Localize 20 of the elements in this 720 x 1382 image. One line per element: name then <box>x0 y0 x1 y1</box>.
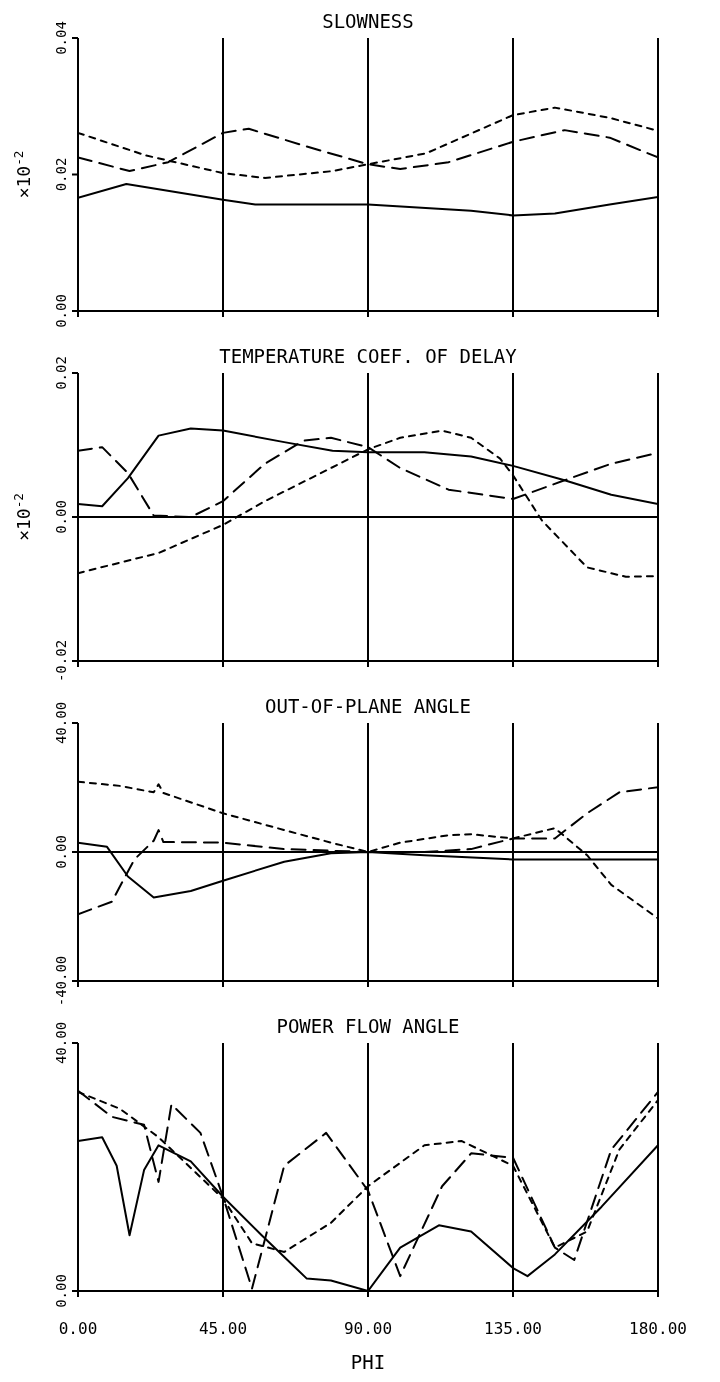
chart-title: OUT-OF-PLANE ANGLE <box>264 695 472 717</box>
y-tick-label: 40.00 <box>53 1021 69 1065</box>
y-tick-label: 0.00 <box>53 500 69 534</box>
y-tick-label: 0.00 <box>53 294 69 328</box>
y-tick-label: -0.02 <box>53 639 69 683</box>
x-tick-label: 45.00 <box>198 1319 248 1339</box>
y-tick-label: 40.00 <box>53 701 69 745</box>
y-tick-label: 0.00 <box>53 835 69 869</box>
y-tick-label: -40.00 <box>53 955 69 1007</box>
y-tick-label: 0.04 <box>53 21 69 55</box>
x-tick-label: 135.00 <box>484 1319 542 1339</box>
y-tick-label: 0.00 <box>53 1274 69 1308</box>
chart-title: TEMPERATURE COEF. OF DELAY <box>218 345 518 367</box>
x-axis-title: PHI <box>350 1351 386 1373</box>
x-tick-label: 90.00 <box>343 1319 393 1339</box>
x-tick-label: 180.00 <box>629 1319 687 1339</box>
chart-title: SLOWNESS <box>321 10 415 32</box>
chart-title: POWER FLOW ANGLE <box>275 1015 461 1037</box>
y-tick-label: 0.02 <box>53 157 69 192</box>
y-tick-label: 0.02 <box>53 356 69 390</box>
